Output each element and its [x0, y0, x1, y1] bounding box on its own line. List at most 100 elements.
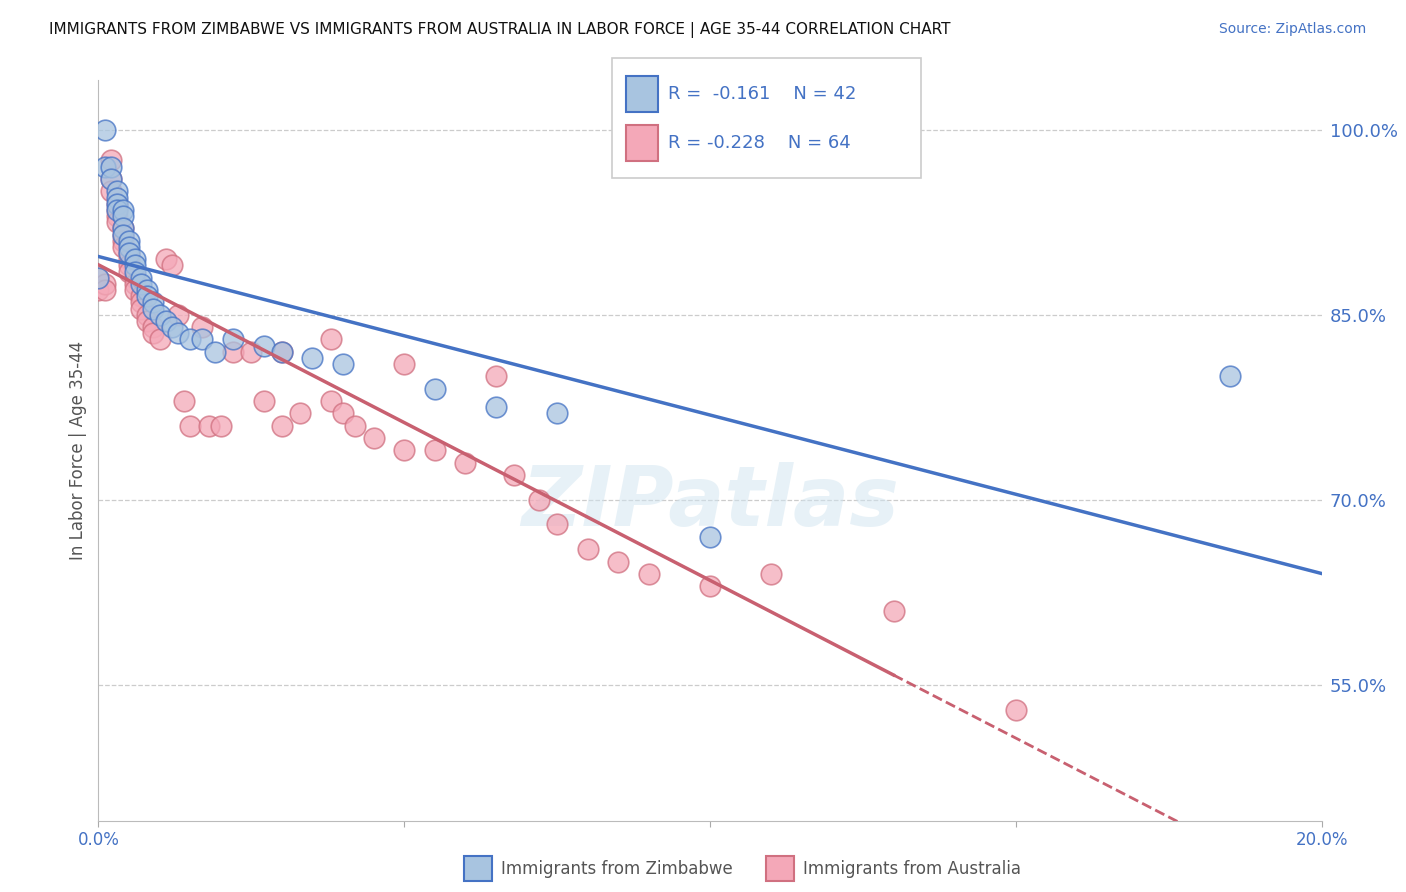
Point: [546, 517, 568, 532]
Point: [160, 320, 183, 334]
Point: [142, 320, 165, 334]
Point: [136, 308, 159, 322]
Point: [252, 394, 274, 409]
Point: [111, 227, 134, 242]
Point: [503, 468, 526, 483]
Text: R = -0.228    N = 64: R = -0.228 N = 64: [668, 134, 851, 152]
Point: [240, 344, 263, 359]
Point: [160, 259, 183, 273]
Point: [111, 209, 134, 223]
Point: [124, 277, 146, 291]
Point: [1219, 369, 1241, 384]
Point: [423, 382, 446, 396]
Point: [270, 418, 292, 433]
Point: [149, 333, 172, 347]
Point: [883, 604, 905, 618]
Point: [105, 185, 128, 199]
Point: [100, 153, 122, 168]
Point: [173, 394, 195, 409]
Point: [93, 160, 115, 174]
Point: [136, 314, 159, 328]
Point: [118, 234, 141, 248]
Point: [129, 270, 152, 285]
Point: [319, 333, 342, 347]
Point: [607, 555, 630, 569]
Point: [332, 407, 354, 421]
Text: Immigrants from Zimbabwe: Immigrants from Zimbabwe: [501, 860, 733, 878]
Point: [546, 407, 568, 421]
Point: [129, 295, 152, 310]
Point: [167, 308, 190, 322]
Point: [111, 202, 134, 217]
Point: [105, 215, 128, 229]
Point: [392, 443, 416, 458]
Point: [204, 344, 226, 359]
Point: [301, 351, 323, 365]
Point: [363, 431, 385, 445]
Point: [93, 283, 115, 297]
Point: [100, 160, 122, 174]
Point: [105, 202, 128, 217]
Point: [129, 277, 152, 291]
Point: [179, 333, 201, 347]
Point: [124, 259, 146, 273]
Point: [129, 301, 152, 316]
Point: [87, 270, 110, 285]
Point: [344, 418, 367, 433]
Point: [111, 221, 134, 235]
Point: [576, 542, 599, 557]
Point: [124, 252, 146, 267]
Point: [118, 259, 141, 273]
Point: [155, 252, 177, 267]
Point: [118, 252, 141, 267]
Point: [319, 394, 342, 409]
Text: 0.0%: 0.0%: [77, 830, 120, 848]
Point: [93, 122, 115, 136]
Point: [1004, 703, 1026, 717]
Point: [222, 333, 245, 347]
Point: [759, 566, 782, 581]
Point: [124, 270, 146, 285]
Point: [423, 443, 446, 458]
Text: IMMIGRANTS FROM ZIMBABWE VS IMMIGRANTS FROM AUSTRALIA IN LABOR FORCE | AGE 35-44: IMMIGRANTS FROM ZIMBABWE VS IMMIGRANTS F…: [49, 22, 950, 38]
Point: [155, 314, 177, 328]
Point: [270, 344, 292, 359]
Point: [191, 320, 214, 334]
Point: [270, 344, 292, 359]
Point: [111, 240, 134, 254]
Point: [527, 492, 550, 507]
Point: [105, 209, 128, 223]
Text: Immigrants from Australia: Immigrants from Australia: [803, 860, 1021, 878]
Point: [93, 277, 115, 291]
Point: [105, 190, 128, 204]
Point: [105, 196, 128, 211]
Point: [129, 289, 152, 303]
Point: [118, 240, 141, 254]
Y-axis label: In Labor Force | Age 35-44: In Labor Force | Age 35-44: [69, 341, 87, 560]
Point: [142, 295, 165, 310]
Point: [699, 530, 721, 544]
Point: [454, 456, 477, 470]
Point: [149, 308, 172, 322]
Text: ZIPatlas: ZIPatlas: [522, 462, 898, 543]
Text: 20.0%: 20.0%: [1295, 830, 1348, 848]
Point: [485, 369, 508, 384]
Point: [290, 407, 312, 421]
Point: [124, 264, 146, 278]
Point: [222, 344, 245, 359]
Point: [136, 283, 159, 297]
Point: [252, 338, 274, 352]
Point: [699, 579, 721, 593]
Point: [111, 221, 134, 235]
Text: Source: ZipAtlas.com: Source: ZipAtlas.com: [1219, 22, 1367, 37]
Point: [118, 246, 141, 260]
Point: [167, 326, 190, 341]
Point: [111, 234, 134, 248]
Point: [100, 172, 122, 186]
Point: [100, 185, 122, 199]
Point: [485, 401, 508, 415]
Point: [209, 418, 232, 433]
Point: [105, 202, 128, 217]
Point: [191, 333, 214, 347]
Point: [332, 357, 354, 371]
